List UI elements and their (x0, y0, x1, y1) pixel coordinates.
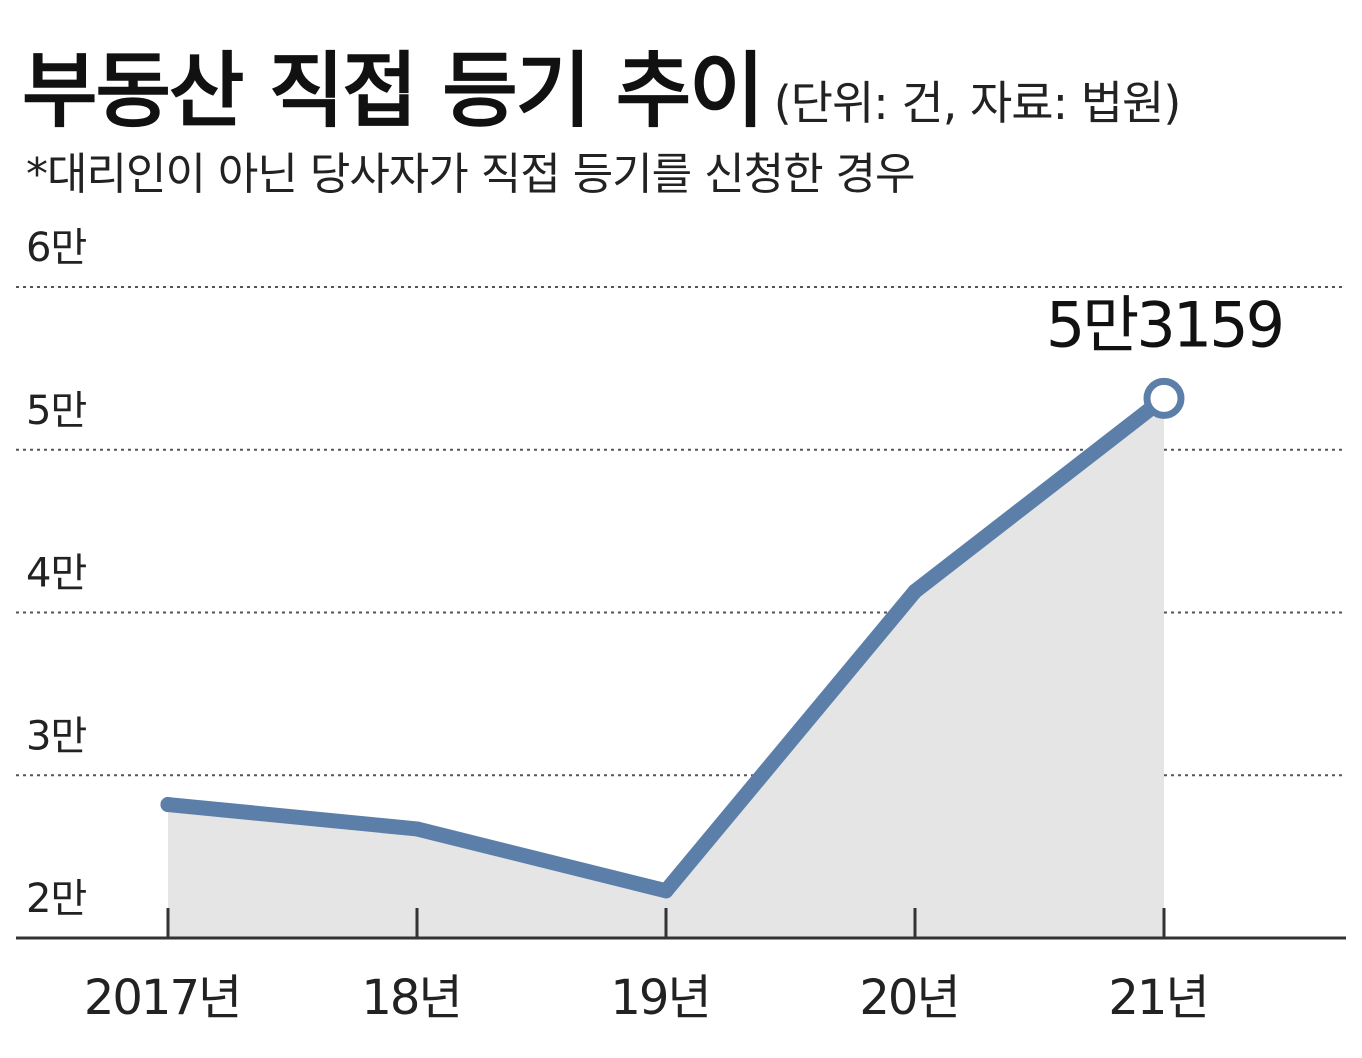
y-tick-label: 3만 (26, 713, 86, 759)
y-tick-label: 6만 (26, 225, 86, 271)
data-point-2 (658, 883, 674, 899)
data-point-1 (409, 821, 425, 837)
data-point-0 (160, 797, 176, 813)
y-tick-label: 2만 (26, 876, 86, 922)
unit-note: (단위: 건, 자료: 법원) (773, 76, 1182, 130)
y-tick-label: 4만 (26, 551, 86, 597)
chart-title: 부동산 직접 등기 추이 (22, 44, 765, 139)
end-point-marker (1143, 377, 1185, 419)
x-tick-label: 18년 (361, 970, 460, 1026)
x-tick-label: 2017년 (84, 970, 240, 1026)
area-fill (168, 398, 1164, 938)
title-row: 부동산 직접 등기 추이 (단위: 건, 자료: 법원) (22, 24, 1182, 143)
data-label: 5만3159 (1046, 288, 1282, 361)
y-axis-labels: 2만 3만 4만 5만 6만 (26, 225, 87, 922)
chart-footnote: *대리인이 아닌 당사자가 직접 등기를 신청한 경우 (26, 149, 916, 200)
x-tick-label: 20년 (859, 970, 958, 1026)
y-tick-label: 5만 (26, 388, 86, 434)
x-axis (16, 908, 1346, 940)
end-marker-group: 5만3159 (160, 288, 1285, 899)
x-tick-label: 19년 (610, 970, 709, 1026)
x-axis-labels: 2017년 18년 19년 20년 21년 (84, 970, 1210, 1026)
data-point-3 (907, 583, 923, 599)
x-tick-label: 21년 (1108, 970, 1207, 1026)
